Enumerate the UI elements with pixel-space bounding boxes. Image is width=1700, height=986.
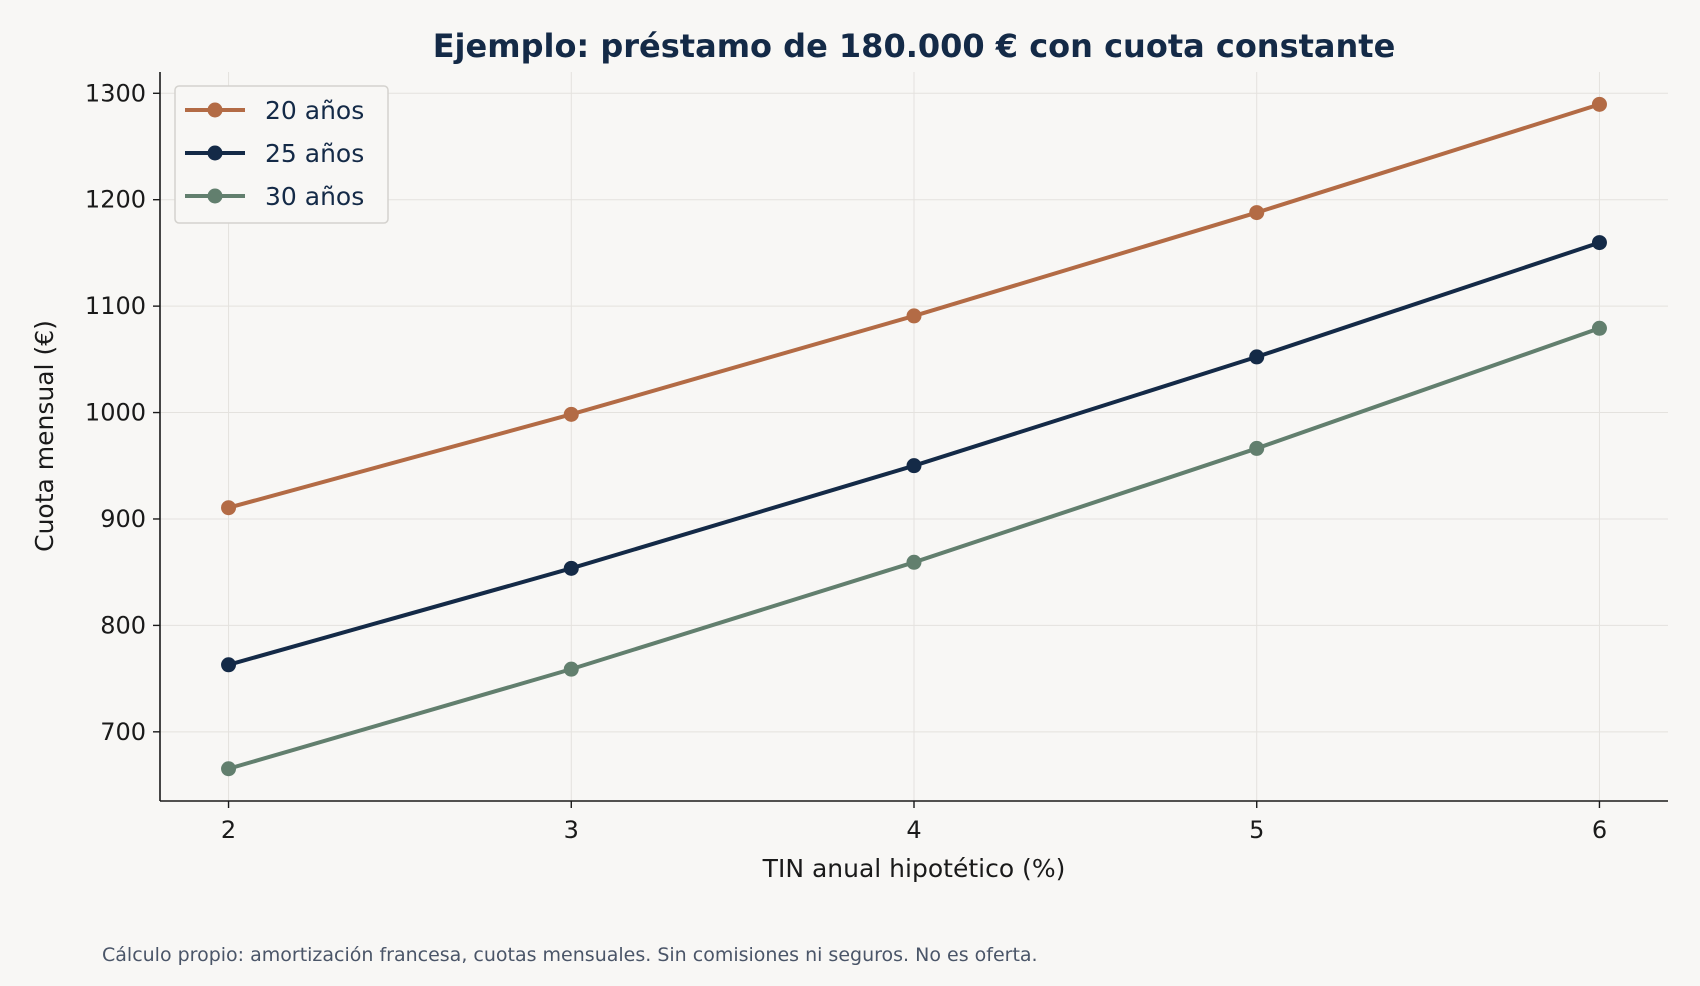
ticks: 2 3 4 5 6 700 800 900 1000 1100 1200 1300 bbox=[85, 79, 1607, 844]
y-tick-label: 900 bbox=[100, 505, 146, 533]
legend-marker bbox=[207, 102, 223, 118]
data-point bbox=[1591, 96, 1607, 112]
legend-label: 30 años bbox=[265, 182, 364, 211]
y-tick-label: 800 bbox=[100, 611, 146, 639]
data-point bbox=[563, 661, 579, 677]
series-3 bbox=[221, 320, 1607, 777]
data-point bbox=[1249, 440, 1265, 456]
footnote: Cálculo propio: amortización francesa, c… bbox=[102, 944, 1038, 966]
data-point bbox=[1591, 320, 1607, 336]
series-layer bbox=[221, 96, 1607, 777]
y-tick-label: 700 bbox=[100, 718, 146, 746]
data-point bbox=[1591, 235, 1607, 251]
data-point bbox=[563, 560, 579, 576]
x-axis-label: TIN anual hipotético (%) bbox=[762, 854, 1066, 883]
data-point bbox=[221, 657, 237, 673]
legend-marker bbox=[207, 188, 223, 204]
y-tick-label: 1300 bbox=[85, 79, 146, 107]
legend-entry: 20 años bbox=[185, 96, 364, 125]
legend-entry: 25 años bbox=[185, 139, 364, 168]
x-tick-label: 4 bbox=[906, 816, 921, 844]
data-point bbox=[906, 458, 922, 474]
legend-marker bbox=[207, 145, 223, 161]
y-tick-label: 1200 bbox=[85, 186, 146, 214]
y-tick-label: 1100 bbox=[85, 292, 146, 320]
grid bbox=[160, 72, 1668, 801]
x-tick-label: 5 bbox=[1249, 816, 1264, 844]
x-tick-label: 2 bbox=[221, 816, 236, 844]
data-point bbox=[906, 308, 922, 324]
x-tick-label: 6 bbox=[1592, 816, 1607, 844]
x-tick-label: 3 bbox=[564, 816, 579, 844]
legend-label: 25 años bbox=[265, 139, 364, 168]
legend-box bbox=[174, 85, 389, 224]
data-point bbox=[563, 406, 579, 422]
legend-label: 20 años bbox=[265, 96, 364, 125]
legend-entry: 30 años bbox=[185, 182, 364, 211]
data-point bbox=[221, 500, 237, 516]
chart-title: Ejemplo: préstamo de 180.000 € con cuota… bbox=[433, 27, 1396, 65]
series-1 bbox=[221, 96, 1607, 516]
legend: 20 años 25 años 30 años bbox=[174, 85, 389, 224]
y-axis-label: Cuota mensual (€) bbox=[30, 320, 59, 552]
data-point bbox=[906, 554, 922, 570]
data-point bbox=[1249, 349, 1265, 365]
data-point bbox=[221, 761, 237, 777]
series-2 bbox=[221, 235, 1607, 673]
y-tick-label: 1000 bbox=[85, 399, 146, 427]
data-point bbox=[1249, 205, 1265, 221]
